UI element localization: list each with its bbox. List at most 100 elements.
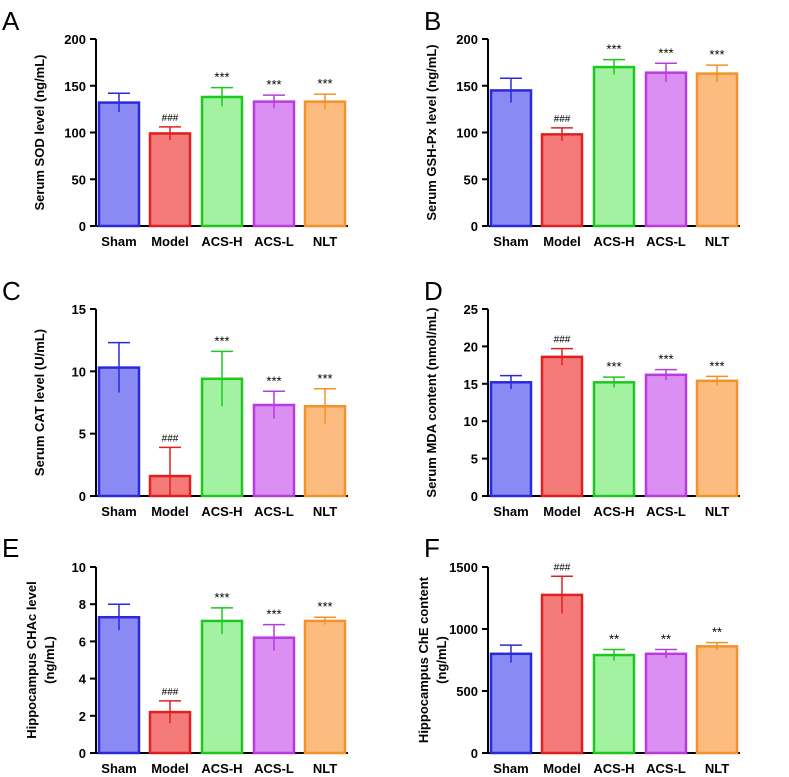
x-tick-label: ACS-L [646, 504, 686, 519]
significance-mark: *** [606, 42, 621, 57]
x-tick-label: Model [151, 504, 189, 519]
x-tick-label: Model [543, 234, 581, 249]
significance-mark: *** [214, 333, 229, 348]
y-tick-label: 150 [64, 79, 86, 94]
y-tick-label: 200 [64, 32, 86, 47]
significance-mark: *** [317, 76, 332, 91]
significance-mark: ### [162, 433, 179, 444]
x-tick-label: NLT [313, 504, 337, 519]
panel-letter: D [424, 276, 443, 306]
bar-nlt [695, 72, 739, 228]
y-tick-label: 5 [79, 427, 86, 442]
y-tick-label: 6 [79, 634, 86, 649]
bar-model [540, 355, 584, 498]
y-tick-label: 100 [456, 126, 478, 141]
y-tick-label: 5 [471, 452, 478, 467]
y-tick-label: 50 [72, 172, 86, 187]
x-tick-label: ACS-H [593, 761, 634, 776]
bar-nlt [303, 619, 347, 755]
bar-acs-l [644, 652, 688, 755]
significance-mark: *** [266, 77, 281, 92]
significance-mark: ### [554, 114, 571, 125]
bar-sham [97, 615, 141, 755]
y-tick-label: 0 [79, 219, 86, 234]
bar-acs-l [644, 373, 688, 498]
y-tick-label: 4 [79, 672, 87, 687]
bar-sham [489, 89, 533, 228]
bar-nlt [695, 379, 739, 498]
panel-letter: B [424, 6, 441, 36]
panel-letter: A [2, 6, 20, 36]
y-tick-label: 2 [79, 709, 86, 724]
significance-mark: ### [162, 687, 179, 698]
bar-acs-h [592, 653, 636, 755]
y-tick-label: 0 [79, 489, 86, 504]
bar-sham [489, 652, 533, 755]
x-tick-label: NLT [705, 234, 729, 249]
y-tick-label: 1500 [449, 560, 478, 575]
y-axis-label: Serum GSH-Px level (ng/mL) [424, 44, 439, 220]
y-tick-label: 10 [464, 414, 478, 429]
bar-model [148, 132, 192, 228]
y-tick-label: 1000 [449, 622, 478, 637]
bar-acs-l [644, 71, 688, 228]
y-axis-label: Serum CAT level (U/mL) [32, 329, 47, 476]
x-tick-label: ACS-H [593, 234, 634, 249]
significance-mark: *** [266, 607, 281, 622]
x-tick-label: Model [151, 761, 189, 776]
y-axis-label: Hippocampus CHAc level [24, 581, 39, 739]
x-tick-label: Sham [493, 504, 528, 519]
bar-model [540, 133, 584, 228]
panel-letter: C [2, 276, 21, 306]
y-tick-label: 150 [456, 79, 478, 94]
y-axis-label: Serum MDA content (nmol/mL) [424, 307, 439, 497]
x-tick-label: ACS-H [201, 761, 242, 776]
y-tick-label: 15 [464, 377, 478, 392]
significance-mark: *** [709, 358, 724, 373]
y-tick-label: 25 [464, 302, 478, 317]
bar-acs-l [252, 403, 296, 498]
significance-mark: *** [606, 359, 621, 374]
x-tick-label: NLT [313, 234, 337, 249]
panel-letter: F [424, 533, 440, 563]
y-axis-label: Serum SOD level (ng/mL) [32, 54, 47, 210]
x-tick-label: Sham [493, 761, 528, 776]
significance-mark: *** [266, 373, 281, 388]
bar-nlt [695, 645, 739, 755]
x-tick-label: ACS-H [201, 234, 242, 249]
y-tick-label: 500 [456, 684, 478, 699]
x-tick-label: ACS-L [254, 504, 294, 519]
significance-mark: ** [712, 625, 722, 640]
y-tick-label: 50 [464, 172, 478, 187]
y-tick-label: 10 [72, 560, 86, 575]
significance-mark: *** [214, 590, 229, 605]
bar-acs-l [252, 100, 296, 228]
x-tick-label: Sham [493, 234, 528, 249]
y-tick-label: 0 [471, 746, 478, 761]
y-axis-label-units: (ng/mL) [434, 636, 449, 684]
bar-acs-h [200, 619, 244, 755]
panel-letter: E [2, 533, 19, 563]
y-tick-label: 100 [64, 126, 86, 141]
x-tick-label: ACS-H [201, 504, 242, 519]
y-tick-label: 15 [72, 302, 86, 317]
bar-acs-h [592, 65, 636, 228]
x-tick-label: NLT [313, 761, 337, 776]
y-tick-label: 0 [471, 219, 478, 234]
significance-mark: ### [554, 335, 571, 346]
significance-mark: *** [709, 47, 724, 62]
x-tick-label: ACS-L [254, 234, 294, 249]
x-tick-label: Model [543, 761, 581, 776]
x-tick-label: ACS-L [646, 761, 686, 776]
y-axis-label-units: (ng/mL) [42, 636, 57, 684]
y-tick-label: 0 [79, 746, 86, 761]
bar-acs-l [252, 636, 296, 755]
x-tick-label: ACS-L [254, 761, 294, 776]
significance-mark: ### [554, 562, 571, 573]
y-tick-label: 200 [456, 32, 478, 47]
significance-mark: ** [661, 631, 671, 646]
bar-acs-h [592, 381, 636, 498]
y-tick-label: 10 [72, 364, 86, 379]
y-tick-label: 0 [471, 489, 478, 504]
